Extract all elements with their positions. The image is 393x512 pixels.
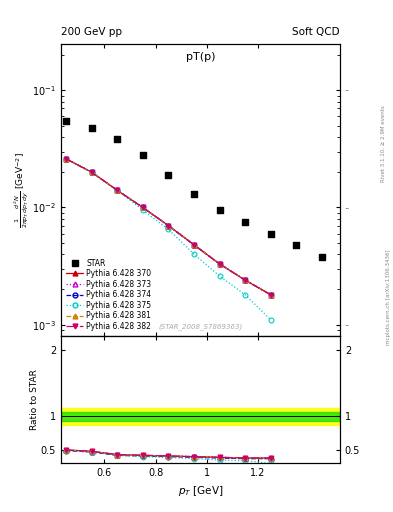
Line: Pythia 6.428 381: Pythia 6.428 381 [64, 156, 273, 297]
STAR [319, 252, 325, 261]
Pythia 6.428 382 [166, 223, 171, 229]
Pythia 6.428 374 [166, 223, 171, 229]
Pythia 6.428 373 [115, 187, 119, 194]
Pythia 6.428 381 [217, 261, 222, 267]
Pythia 6.428 374 [217, 261, 222, 267]
Pythia 6.428 382 [268, 292, 273, 298]
Line: Pythia 6.428 370: Pythia 6.428 370 [64, 156, 273, 297]
Pythia 6.428 381 [89, 169, 94, 175]
Pythia 6.428 374 [243, 277, 248, 283]
STAR [165, 170, 172, 179]
Y-axis label: $\frac{1}{2\pi p_T}\frac{d^2N}{dp_T\,dy}$ [GeV$^{-2}$]: $\frac{1}{2\pi p_T}\frac{d^2N}{dp_T\,dy}… [12, 152, 31, 228]
STAR [217, 206, 223, 214]
Pythia 6.428 375 [192, 251, 196, 257]
Pythia 6.428 370 [115, 187, 119, 194]
Pythia 6.428 374 [268, 292, 273, 298]
Pythia 6.428 382 [89, 169, 94, 175]
Pythia 6.428 381 [243, 277, 248, 283]
Pythia 6.428 374 [89, 169, 94, 175]
Y-axis label: Ratio to STAR: Ratio to STAR [30, 369, 39, 430]
X-axis label: $p_T$ [GeV]: $p_T$ [GeV] [178, 484, 223, 498]
Pythia 6.428 370 [243, 277, 248, 283]
Text: pT(p): pT(p) [185, 52, 215, 62]
Legend: STAR, Pythia 6.428 370, Pythia 6.428 373, Pythia 6.428 374, Pythia 6.428 375, Py: STAR, Pythia 6.428 370, Pythia 6.428 373… [65, 257, 153, 332]
Pythia 6.428 381 [166, 223, 171, 229]
Pythia 6.428 373 [64, 156, 68, 162]
STAR [63, 117, 69, 125]
Pythia 6.428 375 [89, 169, 94, 175]
Pythia 6.428 374 [64, 156, 68, 162]
Pythia 6.428 382 [64, 156, 68, 162]
Text: Soft QCD: Soft QCD [292, 27, 340, 37]
Pythia 6.428 370 [217, 261, 222, 267]
Text: 200 GeV pp: 200 GeV pp [61, 27, 122, 37]
Text: Rivet 3.1.10, ≥ 2.9M events: Rivet 3.1.10, ≥ 2.9M events [381, 105, 386, 182]
STAR [268, 229, 274, 238]
Pythia 6.428 374 [140, 204, 145, 210]
Pythia 6.428 375 [268, 317, 273, 323]
STAR [114, 135, 120, 143]
STAR [293, 241, 299, 249]
Pythia 6.428 381 [192, 242, 196, 248]
Pythia 6.428 373 [140, 204, 145, 210]
Pythia 6.428 381 [64, 156, 68, 162]
STAR [88, 123, 95, 132]
Pythia 6.428 382 [243, 277, 248, 283]
Pythia 6.428 373 [243, 277, 248, 283]
Pythia 6.428 373 [192, 242, 196, 248]
Pythia 6.428 373 [166, 223, 171, 229]
Pythia 6.428 375 [243, 292, 248, 298]
Pythia 6.428 370 [268, 292, 273, 298]
Pythia 6.428 375 [166, 226, 171, 232]
Pythia 6.428 381 [268, 292, 273, 298]
Line: Pythia 6.428 375: Pythia 6.428 375 [64, 156, 273, 323]
Pythia 6.428 374 [192, 242, 196, 248]
Pythia 6.428 382 [140, 204, 145, 210]
STAR [140, 151, 146, 159]
Pythia 6.428 373 [89, 169, 94, 175]
Pythia 6.428 382 [192, 242, 196, 248]
Pythia 6.428 375 [140, 207, 145, 213]
Pythia 6.428 375 [217, 273, 222, 279]
Pythia 6.428 375 [64, 156, 68, 162]
Pythia 6.428 381 [115, 187, 119, 194]
Text: (STAR_2008_S7869363): (STAR_2008_S7869363) [158, 324, 242, 330]
Pythia 6.428 375 [115, 187, 119, 194]
Text: mcplots.cern.ch [arXiv:1306.3436]: mcplots.cern.ch [arXiv:1306.3436] [386, 249, 391, 345]
STAR [242, 218, 248, 226]
Pythia 6.428 373 [217, 261, 222, 267]
Pythia 6.428 370 [166, 223, 171, 229]
STAR [191, 190, 197, 198]
Pythia 6.428 370 [192, 242, 196, 248]
Line: Pythia 6.428 382: Pythia 6.428 382 [64, 156, 273, 297]
Pythia 6.428 370 [89, 169, 94, 175]
Line: Pythia 6.428 373: Pythia 6.428 373 [64, 156, 273, 297]
Pythia 6.428 382 [115, 187, 119, 194]
Pythia 6.428 382 [217, 261, 222, 267]
Pythia 6.428 374 [115, 187, 119, 194]
Line: Pythia 6.428 374: Pythia 6.428 374 [64, 156, 273, 297]
Pythia 6.428 370 [140, 204, 145, 210]
Bar [61, 408, 340, 425]
Bar [61, 412, 340, 421]
Pythia 6.428 381 [140, 204, 145, 210]
Pythia 6.428 370 [64, 156, 68, 162]
Pythia 6.428 373 [268, 292, 273, 298]
